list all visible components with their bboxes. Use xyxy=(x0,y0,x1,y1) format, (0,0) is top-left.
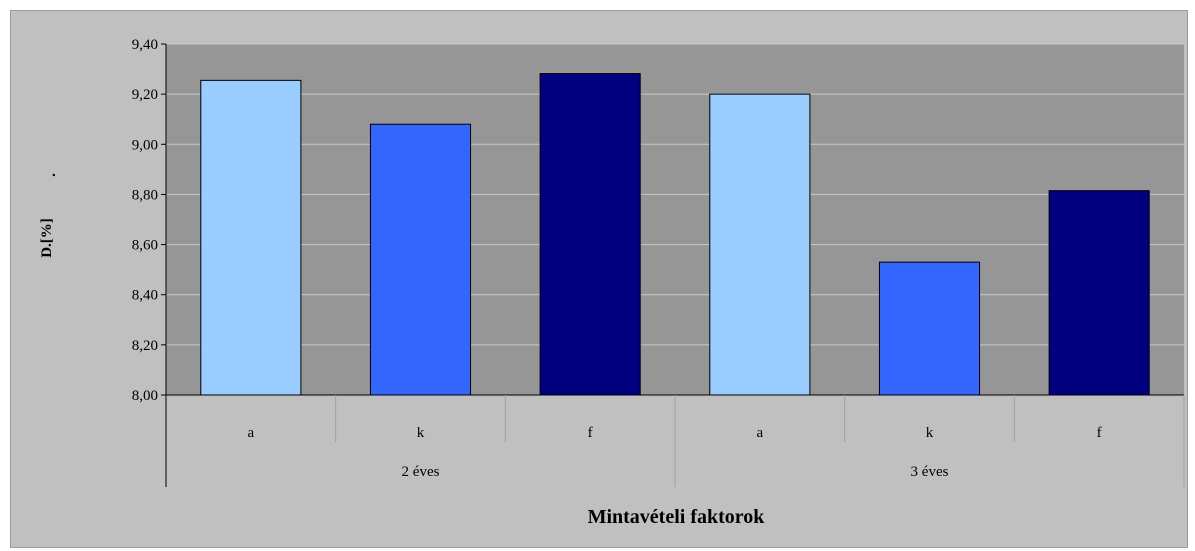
bar xyxy=(369,123,472,396)
y-tick-label: 9,00 xyxy=(132,137,158,153)
bar xyxy=(878,261,981,396)
x-category-label: k xyxy=(926,425,934,441)
plot-area xyxy=(166,44,1184,395)
y-axis-title-suffix: . xyxy=(43,173,59,177)
y-axis-title: D.[%] xyxy=(39,218,55,258)
y-tick-label: 8,60 xyxy=(132,238,158,254)
y-tick-label: 8,00 xyxy=(132,388,158,404)
bar xyxy=(709,93,811,396)
x-category-label: a xyxy=(756,425,763,441)
x-group-label: 3 éves xyxy=(911,464,949,480)
x-axis-title: Mintavételi faktorok xyxy=(588,506,766,528)
x-category-label: f xyxy=(588,425,593,441)
bar xyxy=(539,73,641,396)
y-tick-label: 9,40 xyxy=(132,37,158,53)
x-group-label: 2 éves xyxy=(402,464,440,480)
x-category-label: f xyxy=(1097,425,1102,441)
y-tick-label: 8,80 xyxy=(132,187,158,203)
y-tick-label: 9,20 xyxy=(132,87,158,103)
x-category-label: k xyxy=(417,425,425,441)
x-category-label: a xyxy=(247,425,254,441)
bar xyxy=(1048,190,1150,396)
y-tick-label: 8,40 xyxy=(132,288,158,304)
bar xyxy=(200,79,302,396)
y-tick-label: 8,20 xyxy=(132,338,158,354)
